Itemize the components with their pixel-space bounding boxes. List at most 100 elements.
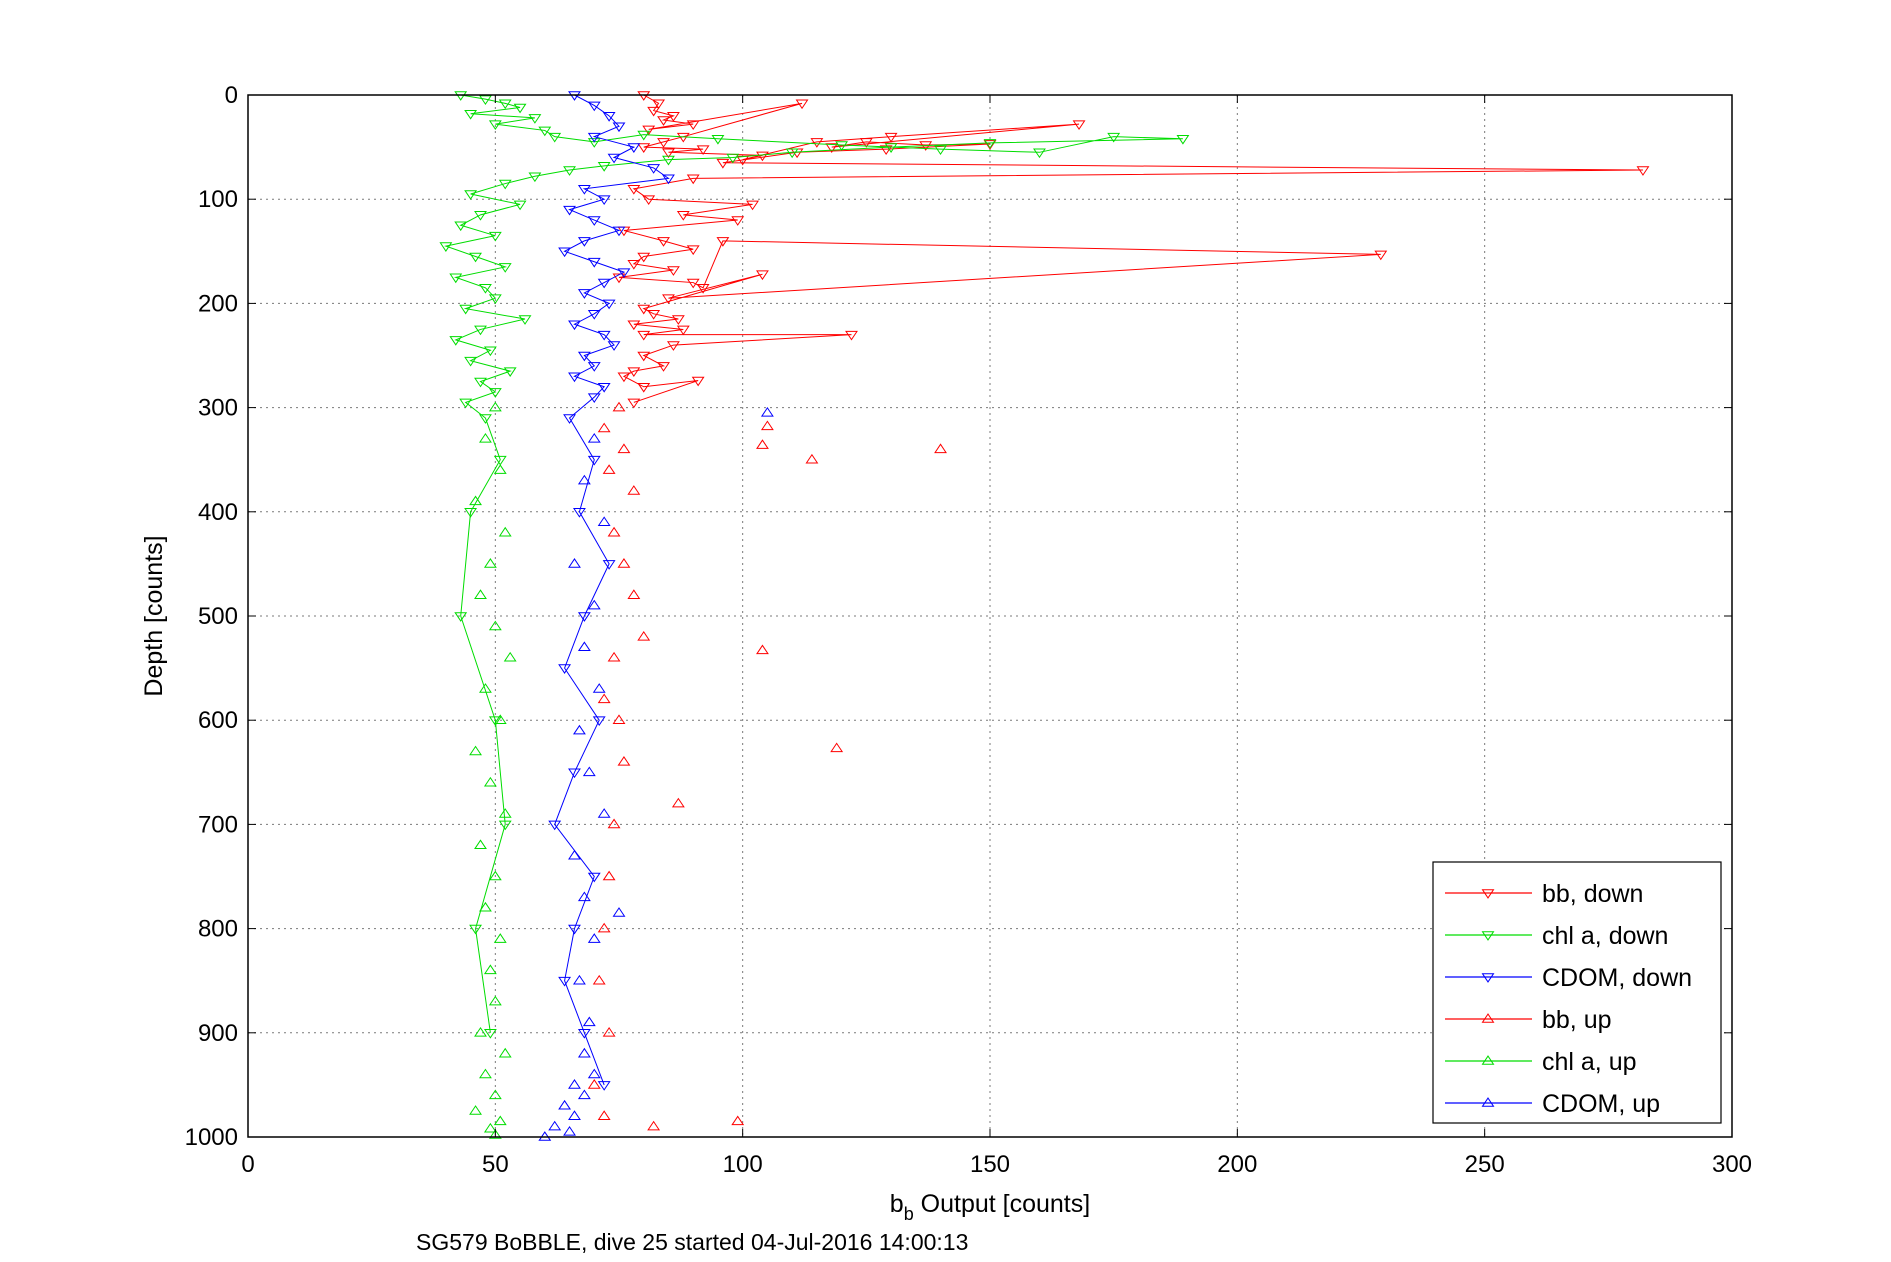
data-point <box>577 351 591 362</box>
data-point <box>627 260 641 270</box>
data-point <box>587 257 601 268</box>
data-point <box>474 589 487 599</box>
data-point <box>716 158 730 169</box>
data-point <box>454 91 468 101</box>
data-point <box>538 126 552 137</box>
data-point <box>454 612 468 622</box>
data-point <box>795 99 809 110</box>
data-point <box>696 145 710 156</box>
data-point <box>488 716 502 727</box>
data-point <box>756 151 769 162</box>
data-point <box>592 716 606 727</box>
data-point <box>563 166 576 176</box>
data-point <box>666 112 680 122</box>
data-point <box>637 130 651 141</box>
data-point <box>597 330 611 341</box>
data-point <box>587 933 601 943</box>
legend-item: CDOM, up <box>1445 1090 1660 1118</box>
data-point <box>657 237 670 247</box>
legend-item: chl a, down <box>1445 922 1668 950</box>
data-point <box>637 91 651 101</box>
data-point <box>493 464 507 474</box>
data-point <box>587 138 601 148</box>
legend-swatch-marker <box>1481 1097 1495 1107</box>
data-point <box>488 388 502 398</box>
data-point <box>686 245 700 256</box>
data-point <box>474 211 487 221</box>
data-point <box>483 964 497 975</box>
data-point <box>479 433 492 443</box>
data-point <box>568 1110 581 1120</box>
data-point <box>488 294 502 305</box>
data-point <box>493 933 507 943</box>
data-point <box>568 849 581 860</box>
x-tick-label: 300 <box>1712 1151 1752 1178</box>
data-point <box>785 148 799 159</box>
data-point <box>587 433 601 443</box>
data-point <box>716 237 730 247</box>
data-point <box>538 1131 552 1141</box>
data-point <box>647 106 661 117</box>
data-point <box>696 283 710 294</box>
data-point <box>602 112 616 122</box>
data-point <box>617 558 631 568</box>
data-point <box>746 200 759 211</box>
data-point <box>612 401 626 412</box>
data-point <box>577 474 591 485</box>
data-point <box>830 742 844 753</box>
legend-label: CDOM, down <box>1542 964 1692 992</box>
data-point <box>637 252 651 263</box>
data-point <box>548 820 562 831</box>
legend-label: CDOM, up <box>1542 1090 1660 1118</box>
data-point <box>671 797 685 808</box>
data-point <box>805 453 819 464</box>
data-point <box>577 289 591 299</box>
data-point <box>469 495 482 506</box>
y-axis-label: Depth [counts] <box>140 535 168 696</box>
data-point <box>602 560 616 570</box>
legend-swatch-marker <box>1481 931 1495 941</box>
data-point <box>488 995 502 1006</box>
data-point <box>582 1016 596 1027</box>
data-point <box>587 216 601 226</box>
data-point <box>597 808 611 818</box>
data-point <box>1374 250 1388 261</box>
data-point <box>983 140 997 150</box>
y-tick-label: 600 <box>198 707 238 734</box>
data-point <box>498 179 512 190</box>
data-point <box>597 195 611 206</box>
data-point <box>464 508 478 518</box>
data-point <box>459 398 473 409</box>
data-point <box>577 237 591 247</box>
data-point <box>572 974 586 985</box>
data-point <box>469 924 482 935</box>
data-point <box>459 304 473 315</box>
y-tick-label: 200 <box>198 290 238 317</box>
data-point <box>518 315 532 325</box>
data-point <box>587 1079 601 1089</box>
data-point <box>528 114 542 124</box>
data-point <box>607 153 621 164</box>
data-point <box>647 310 661 320</box>
data-point <box>469 745 482 756</box>
data-point <box>597 382 611 393</box>
series-bb-down <box>612 91 1650 409</box>
data-point <box>577 891 591 902</box>
data-point <box>607 341 621 351</box>
data-point <box>597 162 611 172</box>
legend-label: chl a, down <box>1542 922 1668 950</box>
data-point <box>474 377 487 388</box>
data-point <box>483 776 497 787</box>
x-tick-label: 150 <box>970 1151 1010 1178</box>
data-point <box>587 101 601 112</box>
data-point <box>577 1089 591 1100</box>
legend-item: chl a, up <box>1445 1048 1637 1076</box>
x-tick-label: 0 <box>241 1151 254 1178</box>
data-point <box>568 558 581 568</box>
data-point <box>597 278 611 289</box>
data-point <box>756 270 769 281</box>
data-point <box>548 1120 562 1131</box>
data-point <box>568 924 581 935</box>
data-point <box>657 138 670 148</box>
data-point <box>498 99 512 110</box>
